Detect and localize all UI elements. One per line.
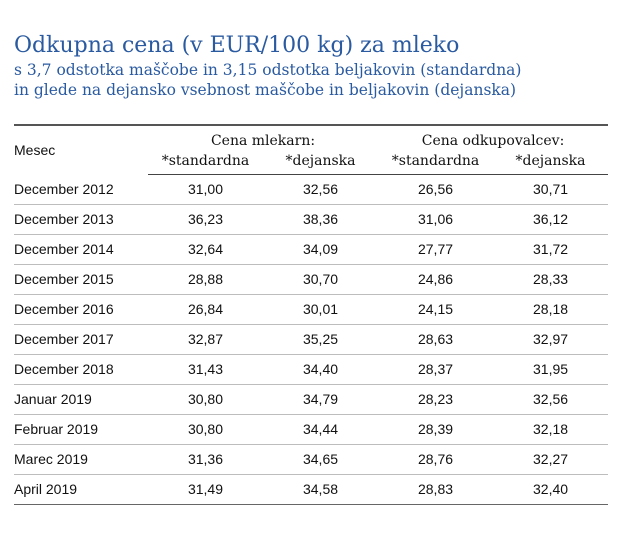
subheader-standard-buyers: *standardna xyxy=(378,149,494,175)
month-column-header: Mesec xyxy=(14,124,148,174)
buyer-actual-cell: 32,27 xyxy=(533,451,569,467)
dairy-standard-cell: 32,64 xyxy=(187,241,224,257)
dairy-actual-cell: 30,01 xyxy=(302,301,339,317)
table-row: December 2013 36,23 38,36 31,06 36,12 xyxy=(14,204,609,234)
title-block: Odkupna cena (v EUR/100 kg) za mleko s 3… xyxy=(14,32,614,100)
buyer-actual-cell: 32,40 xyxy=(533,481,569,497)
buyer-standard-cell: 26,56 xyxy=(417,181,454,197)
dairy-actual-cell: 30,70 xyxy=(302,271,339,287)
buyer-actual-cell: 31,95 xyxy=(533,361,569,377)
buyer-standard-cell: 28,63 xyxy=(417,331,454,347)
buyer-actual-cell: 32,18 xyxy=(533,421,569,437)
buyer-standard-cell: 28,83 xyxy=(417,481,454,497)
dairy-standard-cell: 36,23 xyxy=(187,211,224,227)
buyer-actual-cell: 28,18 xyxy=(533,301,569,317)
table-subheader-row: *standardna *dejanska *standardna *dejan… xyxy=(14,149,609,175)
buyer-standard-cell: 27,77 xyxy=(417,241,454,257)
month-cell: Marec 2019 xyxy=(14,451,88,467)
dairy-actual-cell: 35,25 xyxy=(302,331,339,347)
dairy-actual-cell: 34,58 xyxy=(302,481,339,497)
month-cell: December 2016 xyxy=(14,301,114,317)
page-title: Odkupna cena (v EUR/100 kg) za mleko xyxy=(14,33,460,58)
subheader-actual-dairies: *dejanska xyxy=(263,149,379,175)
table-row: April 2019 31,49 34,58 28,83 32,40 xyxy=(14,474,609,504)
month-cell: December 2017 xyxy=(14,331,114,347)
table-row: December 2015 28,88 30,70 24,86 28,33 xyxy=(14,264,609,294)
buyer-standard-cell: 24,15 xyxy=(417,301,454,317)
group-header-dairies: Cena mlekarn: xyxy=(148,124,379,149)
buyer-standard-cell: 31,06 xyxy=(417,211,454,227)
dairy-standard-cell: 30,80 xyxy=(187,391,224,407)
dairy-standard-cell: 28,88 xyxy=(187,271,224,287)
month-cell: Februar 2019 xyxy=(14,421,99,437)
subtitle-line-1: s 3,7 odstotka maščobe in 3,15 odstotka … xyxy=(14,61,522,79)
group-header-buyers: Cena odkupovalcev: xyxy=(378,124,609,149)
price-table: Mesec Cena mlekarn: Cena odkupovalcev: *… xyxy=(14,124,609,505)
dairy-standard-cell: 30,80 xyxy=(187,421,224,437)
table-row: Februar 2019 30,80 34,44 28,39 32,18 xyxy=(14,414,609,444)
table-row: December 2016 26,84 30,01 24,15 28,18 xyxy=(14,294,609,324)
month-cell: December 2015 xyxy=(14,271,114,287)
subheader-actual-buyers: *dejanska xyxy=(493,149,609,175)
table-row: December 2017 32,87 35,25 28,63 32,97 xyxy=(14,324,609,354)
buyer-actual-cell: 31,72 xyxy=(533,241,569,257)
dairy-standard-cell: 32,87 xyxy=(187,331,224,347)
table-body: December 2012 31,00 32,56 26,56 30,71 Decembe… xyxy=(14,174,609,504)
table-header-row: Mesec Cena mlekarn: Cena odkupovalcev: xyxy=(14,124,609,174)
dairy-actual-cell: 34,65 xyxy=(302,451,339,467)
buyer-actual-cell: 28,33 xyxy=(533,271,569,287)
buyer-actual-cell: 30,71 xyxy=(533,181,569,197)
dairy-standard-cell: 31,49 xyxy=(187,481,224,497)
month-cell: December 2018 xyxy=(14,361,114,377)
dairy-standard-cell: 31,43 xyxy=(187,361,224,377)
buyer-standard-cell: 28,37 xyxy=(417,361,454,377)
table-row: Januar 2019 30,80 34,79 28,23 32,56 xyxy=(14,384,609,414)
buyer-standard-cell: 28,76 xyxy=(417,451,454,467)
month-cell: April 2019 xyxy=(14,481,78,497)
table-row: December 2012 31,00 32,56 26,56 30,71 xyxy=(14,174,609,204)
dairy-actual-cell: 38,36 xyxy=(302,211,339,227)
buyer-standard-cell: 28,39 xyxy=(417,421,454,437)
table-row: December 2014 32,64 34,09 27,77 31,72 xyxy=(14,234,609,264)
month-cell: Januar 2019 xyxy=(14,391,92,407)
table-row: December 2018 31,43 34,40 28,37 31,95 xyxy=(14,354,609,384)
dairy-actual-cell: 34,44 xyxy=(302,421,339,437)
month-cell: December 2012 xyxy=(14,180,114,197)
buyer-actual-cell: 36,12 xyxy=(533,211,569,227)
dairy-standard-cell: 31,00 xyxy=(187,181,224,197)
dairy-actual-cell: 34,40 xyxy=(302,361,339,377)
buyer-standard-cell: 24,86 xyxy=(417,271,454,287)
dairy-actual-cell: 32,56 xyxy=(302,181,339,197)
buyer-standard-cell: 28,23 xyxy=(417,391,454,407)
dairy-standard-cell: 31,36 xyxy=(187,451,224,467)
dairy-standard-cell: 26,84 xyxy=(187,301,224,317)
subheader-standard-dairies: *standardna xyxy=(148,149,263,175)
month-cell: December 2013 xyxy=(14,211,114,227)
table-row: Marec 2019 31,36 34,65 28,76 32,27 xyxy=(14,444,609,474)
month-cell: December 2014 xyxy=(14,241,114,257)
dairy-actual-cell: 34,79 xyxy=(302,391,339,407)
subtitle-line-2: in glede na dejansko vsebnost maščobe in… xyxy=(14,81,517,99)
dairy-actual-cell: 34,09 xyxy=(302,241,339,257)
buyer-actual-cell: 32,97 xyxy=(533,331,569,347)
buyer-actual-cell: 32,56 xyxy=(533,391,569,407)
